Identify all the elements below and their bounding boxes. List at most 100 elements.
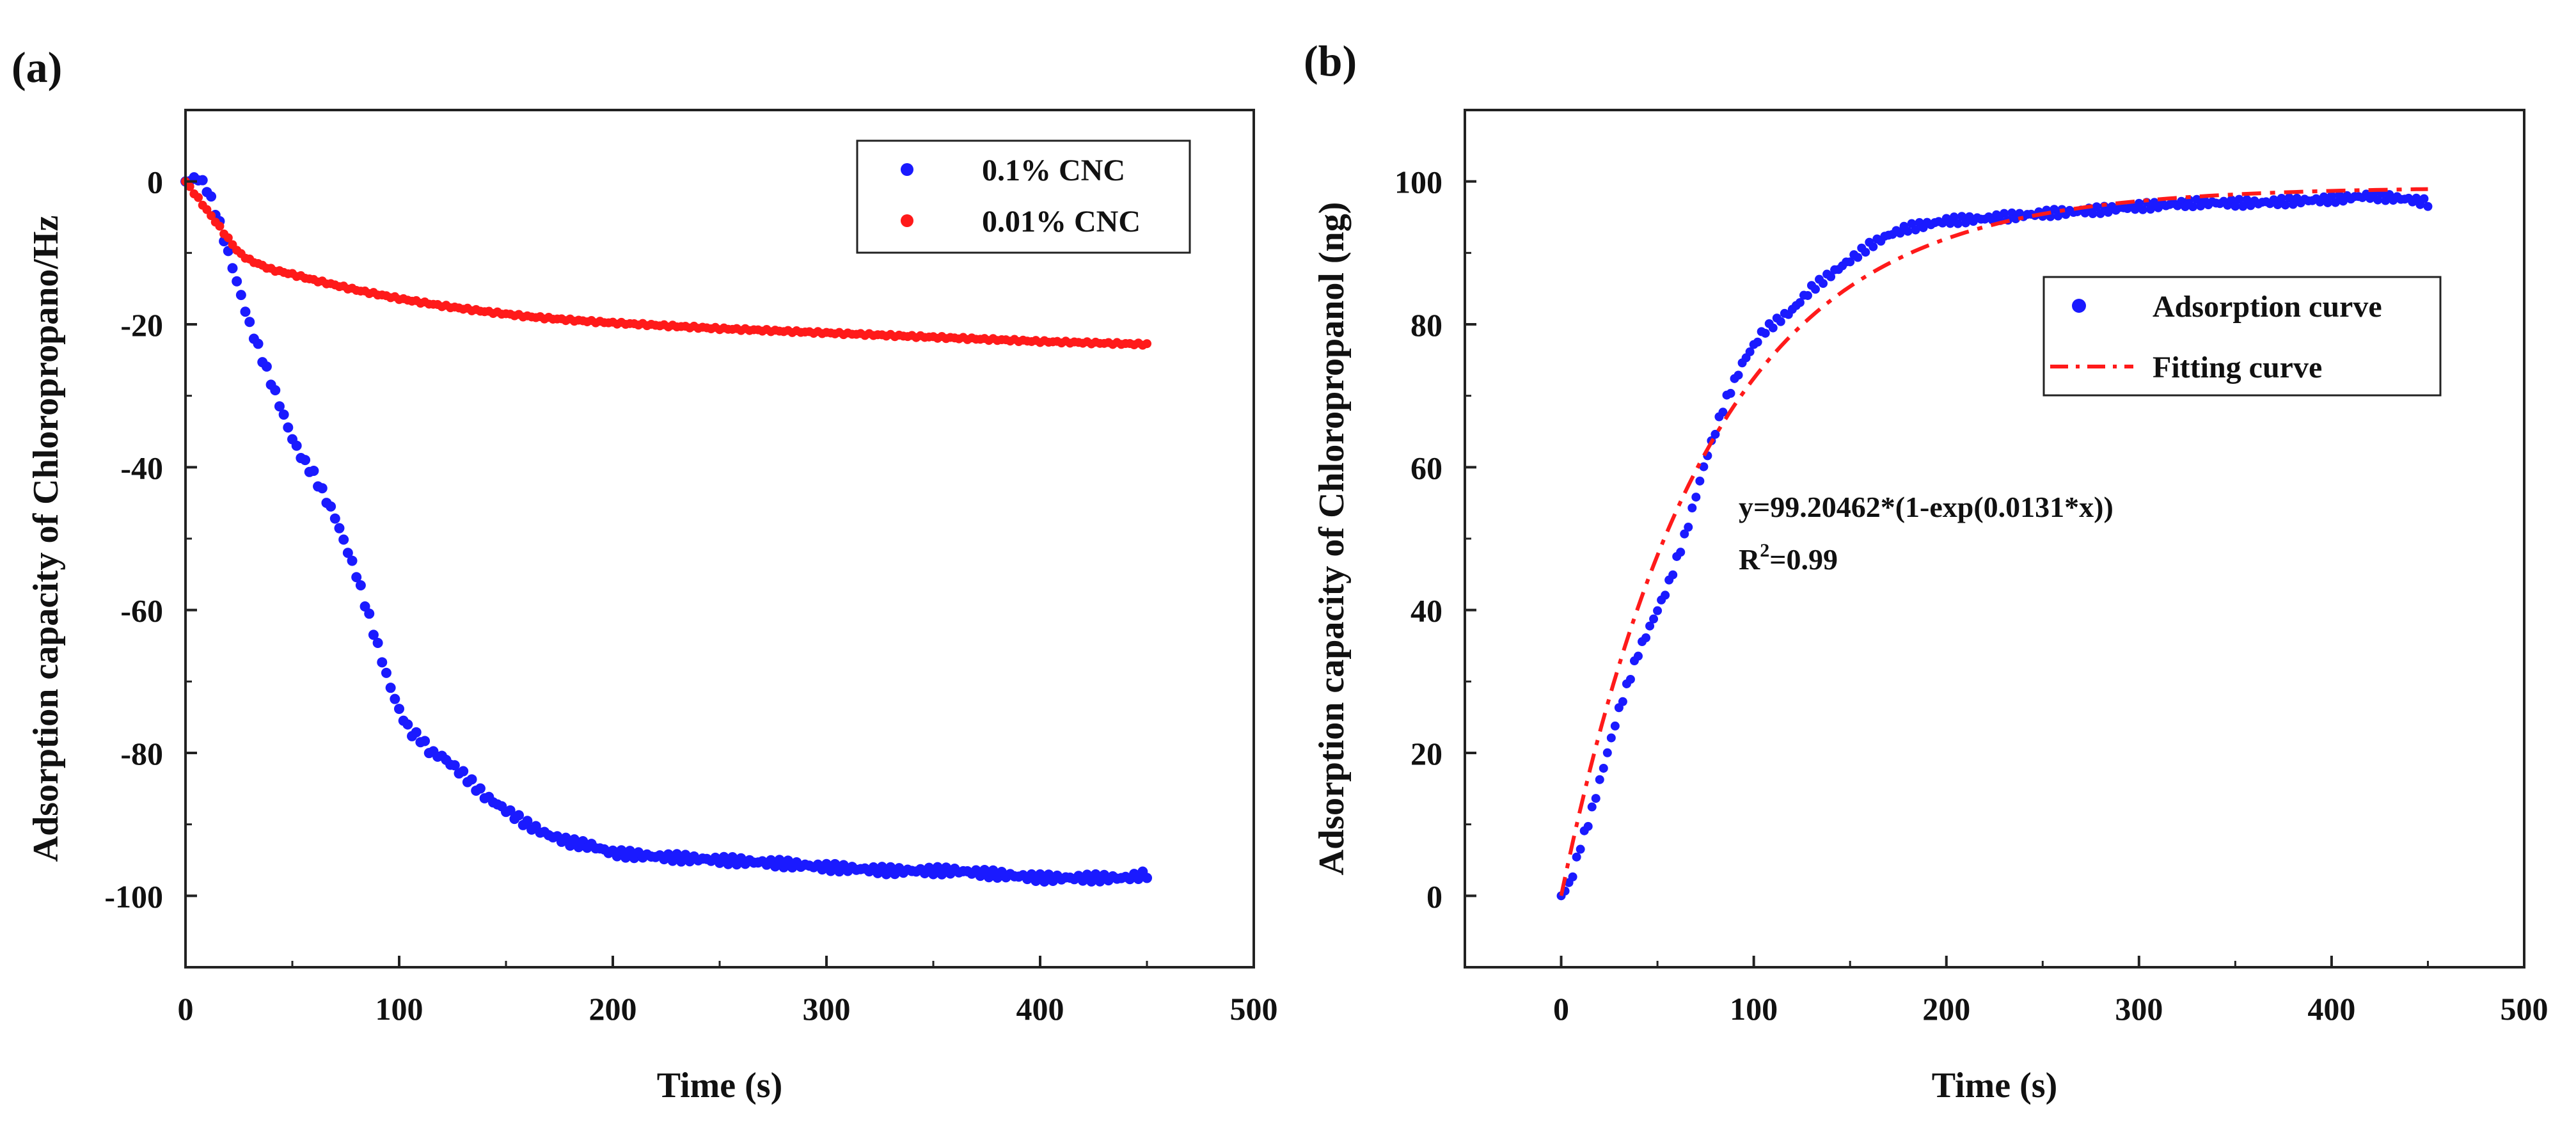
data-point bbox=[368, 629, 379, 640]
data-point bbox=[381, 667, 391, 678]
data-point bbox=[1653, 606, 1663, 615]
data-point bbox=[411, 727, 422, 738]
data-point bbox=[244, 317, 255, 328]
panel-b-x-axis-label: Time (s) bbox=[1932, 1066, 2058, 1105]
data-point bbox=[223, 233, 233, 242]
series-0-0 bbox=[180, 172, 1152, 887]
legend-marker-0-1-cnc bbox=[901, 163, 913, 176]
data-point bbox=[2284, 193, 2294, 203]
data-point bbox=[1618, 697, 1627, 706]
data-point bbox=[2181, 202, 2190, 212]
panel-b-label: (b) bbox=[1304, 36, 1357, 85]
panel-b-chart: (b) 0 100 200 300 400 500 0 20 40 60 80 100 Time (s… bbox=[1304, 36, 2548, 1105]
panel-a-chart: (a) 0 100 200 300 400 500 0 -20 -40 -60 -80 -100 Ti… bbox=[12, 43, 1278, 1105]
data-point bbox=[227, 263, 238, 274]
data-point bbox=[560, 832, 571, 843]
data-point bbox=[420, 736, 431, 747]
data-point bbox=[372, 637, 383, 648]
data-point bbox=[2280, 200, 2290, 210]
x-tick-label-1-2: 200 bbox=[1922, 991, 1970, 1027]
data-point bbox=[283, 422, 294, 433]
data-point bbox=[2412, 193, 2421, 203]
y-tick-label-1-5: 100 bbox=[1395, 164, 1442, 200]
x-tick-label-1-3: 300 bbox=[2115, 991, 2163, 1027]
data-point bbox=[278, 409, 289, 420]
data-point bbox=[1691, 493, 1701, 502]
data-point bbox=[569, 834, 580, 845]
data-point bbox=[185, 182, 194, 191]
data-point bbox=[1668, 570, 1678, 580]
data-point bbox=[1680, 529, 1689, 539]
data-point bbox=[274, 401, 285, 412]
data-point bbox=[2231, 202, 2240, 211]
data-point bbox=[326, 501, 336, 512]
legend-label-0-01-cnc: 0.01% CNC bbox=[982, 205, 1141, 239]
data-point bbox=[475, 783, 486, 794]
panel-a-label: (a) bbox=[12, 43, 62, 91]
fit-r-squared-value: =0.99 bbox=[1769, 543, 1838, 576]
data-point bbox=[449, 760, 460, 771]
data-point bbox=[1957, 212, 1966, 221]
data-point bbox=[2088, 209, 2098, 219]
data-point bbox=[1895, 228, 1905, 238]
x-tick-label-1-0: 0 bbox=[1553, 991, 1569, 1027]
y-tick-label-0-1: -20 bbox=[120, 307, 163, 343]
fit-r-squared: R2=0.99 bbox=[1739, 540, 1838, 576]
data-point bbox=[1595, 775, 1604, 784]
data-point bbox=[2330, 198, 2340, 207]
data-point bbox=[2373, 195, 2383, 205]
data-point bbox=[1142, 873, 1152, 883]
y-tick-label-1-0: 0 bbox=[1426, 878, 1442, 914]
data-point bbox=[385, 683, 396, 693]
data-point bbox=[2234, 194, 2244, 204]
data-point bbox=[1591, 794, 1600, 803]
legend-label-fitting-curve: Fitting curve bbox=[2153, 351, 2322, 384]
data-point bbox=[1819, 279, 1828, 289]
x-tick-label-0-5: 500 bbox=[1230, 991, 1278, 1027]
data-point bbox=[2138, 205, 2147, 214]
data-point bbox=[1625, 674, 1635, 684]
data-point bbox=[522, 816, 533, 826]
panel-a-legend: 0.1% CNC 0.01% CNC bbox=[856, 139, 1191, 254]
data-point bbox=[342, 548, 353, 558]
data-point bbox=[1853, 253, 1863, 262]
y-tick-label-0-2: -40 bbox=[120, 450, 163, 486]
x-tick-label-0-1: 100 bbox=[375, 991, 423, 1027]
data-point bbox=[1845, 257, 1855, 267]
data-point bbox=[1587, 802, 1597, 812]
fit-r-squared-sup: 2 bbox=[1760, 540, 1769, 561]
data-point bbox=[1718, 407, 1728, 417]
data-point bbox=[2096, 209, 2105, 218]
data-point bbox=[1661, 590, 1670, 600]
data-point bbox=[1568, 872, 1577, 882]
panel-b-y-axis-label: Adsorption capacity of Chloropropanol (n… bbox=[1312, 202, 1352, 876]
data-point bbox=[1734, 370, 1743, 380]
data-point bbox=[1911, 225, 1920, 235]
data-point bbox=[1826, 272, 1836, 281]
fitting-curve-line bbox=[1559, 187, 2428, 896]
data-point bbox=[364, 608, 375, 619]
data-point bbox=[2145, 205, 2155, 214]
x-tick-label-0-2: 200 bbox=[589, 991, 637, 1027]
data-point bbox=[1760, 328, 1770, 338]
data-point bbox=[300, 455, 311, 466]
legend-marker-adsorption-curve bbox=[2072, 299, 2086, 313]
data-point bbox=[2050, 205, 2059, 214]
data-point bbox=[2053, 211, 2063, 221]
data-point bbox=[2238, 202, 2248, 211]
data-point bbox=[1810, 285, 1820, 294]
data-point bbox=[1949, 212, 1959, 222]
data-point bbox=[2192, 194, 2202, 204]
x-tick-label-0-3: 300 bbox=[803, 991, 851, 1027]
data-point bbox=[1684, 523, 1693, 532]
data-point bbox=[291, 440, 302, 451]
y-tick-label-1-3: 60 bbox=[1410, 450, 1442, 486]
series-1-0 bbox=[1556, 188, 2433, 901]
data-point bbox=[390, 693, 400, 704]
data-point bbox=[261, 361, 272, 372]
data-point bbox=[1599, 763, 1608, 773]
fit-annotation: y=99.20462*(1-exp(0.0131*x)) R2=0.99 bbox=[1739, 491, 2114, 576]
data-point bbox=[2419, 194, 2429, 203]
y-tick-label-1-4: 80 bbox=[1410, 307, 1442, 343]
data-point bbox=[235, 290, 246, 301]
